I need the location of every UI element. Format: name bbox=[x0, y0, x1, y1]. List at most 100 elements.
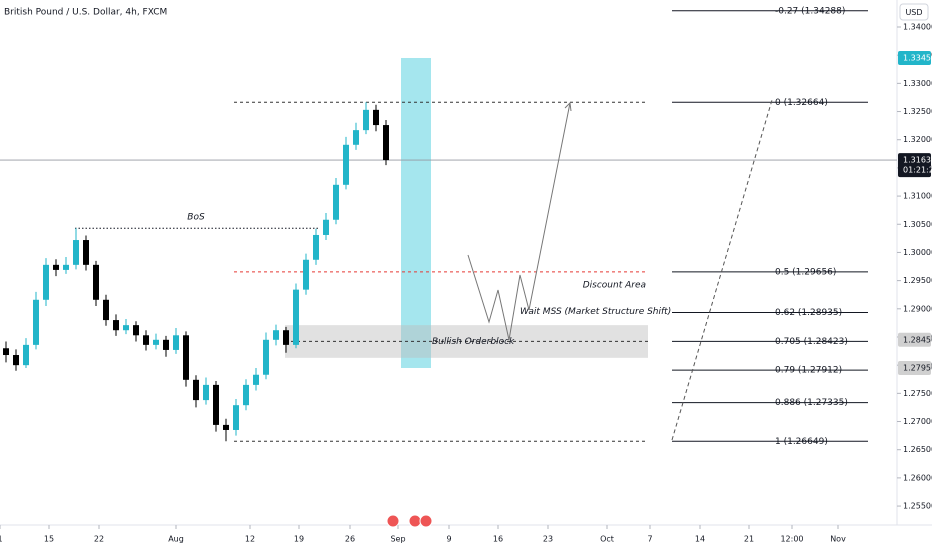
price-label-box bbox=[898, 50, 931, 65]
x-tick-label: 7 bbox=[647, 535, 652, 544]
fib-label: 0.886 (1.27335) bbox=[775, 398, 848, 408]
y-tick-label: 1.33000 bbox=[903, 79, 932, 88]
candle-body bbox=[313, 234, 319, 260]
candle-body bbox=[13, 355, 19, 366]
mss-label: Wait MSS (Market Structure Shift) bbox=[520, 307, 671, 317]
x-tick-label: 9 bbox=[446, 535, 451, 544]
candle-body bbox=[53, 264, 59, 270]
x-tick-label: Sep bbox=[390, 535, 405, 544]
candle-body bbox=[153, 339, 159, 345]
x-tick-label: Nov bbox=[830, 535, 846, 544]
candle-body bbox=[323, 219, 329, 235]
bos-label: BoS bbox=[187, 213, 205, 223]
candle-body bbox=[243, 384, 249, 406]
candle-body bbox=[173, 335, 179, 350]
x-tick-label: 22 bbox=[94, 535, 104, 544]
fib-label: 0.62 (1.28935) bbox=[775, 308, 842, 318]
currency-box[interactable] bbox=[899, 3, 929, 21]
candle-body bbox=[33, 299, 39, 345]
discount-label: Discount Area bbox=[583, 280, 646, 290]
candle-body bbox=[103, 299, 109, 321]
event-icon[interactable] bbox=[386, 514, 400, 528]
candle-body bbox=[93, 264, 99, 300]
candle-body bbox=[263, 339, 269, 375]
price-label-box bbox=[898, 332, 931, 347]
candle-body bbox=[343, 144, 349, 185]
price-label-box bbox=[898, 360, 931, 375]
candle-body bbox=[213, 384, 219, 425]
candle-body bbox=[223, 424, 229, 430]
event-icon[interactable] bbox=[419, 514, 433, 528]
candle-body bbox=[23, 344, 29, 366]
x-tick-label: 14 bbox=[695, 535, 705, 544]
event-icons bbox=[386, 514, 433, 528]
currency: USD bbox=[905, 8, 922, 17]
candle-body bbox=[73, 240, 79, 265]
plot: Discount Area BoS Bullish Orderblock Wait M… bbox=[0, 6, 897, 447]
candle-body bbox=[283, 330, 289, 345]
candle-body bbox=[333, 184, 339, 220]
y-tick-label: 1.29000 bbox=[903, 304, 932, 313]
last-price-box bbox=[898, 153, 931, 178]
candle-body bbox=[123, 325, 129, 331]
y-tick-label: 1.27500 bbox=[903, 389, 932, 398]
candle-body bbox=[273, 330, 279, 340]
candle-body bbox=[43, 264, 49, 300]
candle-body bbox=[253, 374, 259, 385]
x-tick-label: 16 bbox=[493, 535, 503, 544]
x-tick-label: 12:00 bbox=[780, 535, 803, 544]
candle-body bbox=[183, 335, 189, 380]
fib-label: 0 (1.32664) bbox=[775, 98, 828, 108]
fib-label: 0.5 (1.29656) bbox=[775, 267, 836, 277]
candle-body bbox=[233, 405, 239, 430]
y-tick-label: 1.26000 bbox=[903, 473, 932, 482]
y-tick-label: 1.30000 bbox=[903, 248, 932, 257]
x-tick-label: 12 bbox=[245, 535, 255, 544]
x-tick-label: 1 bbox=[0, 535, 3, 544]
candle-body bbox=[193, 379, 199, 401]
x-tick-label: 15 bbox=[44, 535, 54, 544]
fib-label: -0.27 (1.34288) bbox=[775, 6, 845, 16]
x-tick-label: 26 bbox=[345, 535, 355, 544]
fib-label: 1 (1.26649) bbox=[775, 437, 828, 447]
candle-body bbox=[203, 384, 209, 401]
last-price-label: 1.31639 bbox=[903, 156, 932, 165]
candle-body bbox=[63, 264, 69, 270]
candle-body bbox=[363, 109, 369, 131]
x-tick-label: 19 bbox=[294, 535, 304, 544]
y-tick-label: 1.26500 bbox=[903, 445, 932, 454]
candle-body bbox=[293, 289, 299, 345]
fib-label: 0.79 (1.27912) bbox=[775, 366, 842, 376]
candle-body bbox=[353, 130, 359, 145]
event-icon[interactable] bbox=[408, 514, 422, 528]
fib-trend-line bbox=[671, 99, 773, 441]
projection-arrowhead bbox=[564, 101, 572, 112]
candle-body bbox=[303, 259, 309, 290]
y-tick-label: 1.27000 bbox=[903, 417, 932, 426]
x-tick-label: 21 bbox=[744, 535, 754, 544]
candle-body bbox=[83, 240, 89, 265]
price-label: 1.28450 bbox=[903, 335, 932, 344]
countdown-label: 01:21:20 bbox=[903, 166, 932, 175]
y-tick-label: 1.32000 bbox=[903, 135, 932, 144]
candle-body bbox=[373, 109, 379, 126]
y-tick-label: 1.31000 bbox=[903, 192, 932, 201]
candle-body bbox=[3, 348, 9, 356]
price-label: 1.33450 bbox=[903, 53, 932, 62]
chart-title: British Pound / U.S. Dollar, 4h, FXCM bbox=[4, 8, 167, 18]
y-tick-label: 1.30500 bbox=[903, 220, 932, 229]
candle-body bbox=[143, 335, 149, 345]
y-tick-label: 1.25500 bbox=[903, 502, 932, 511]
time-range-box bbox=[401, 57, 431, 368]
candle-body bbox=[163, 339, 169, 350]
y-tick-label: 1.29500 bbox=[903, 276, 932, 285]
y-tick-label: 1.34000 bbox=[903, 22, 932, 31]
y-tick-label: 1.32500 bbox=[903, 107, 932, 116]
x-tick-label: Aug bbox=[168, 535, 184, 544]
x-tick-label: 23 bbox=[543, 535, 553, 544]
fib-label: 0.705 (1.28423) bbox=[775, 337, 848, 347]
orderblock-label: Bullish Orderblock bbox=[432, 337, 515, 347]
x-tick-label: Oct bbox=[600, 535, 614, 544]
